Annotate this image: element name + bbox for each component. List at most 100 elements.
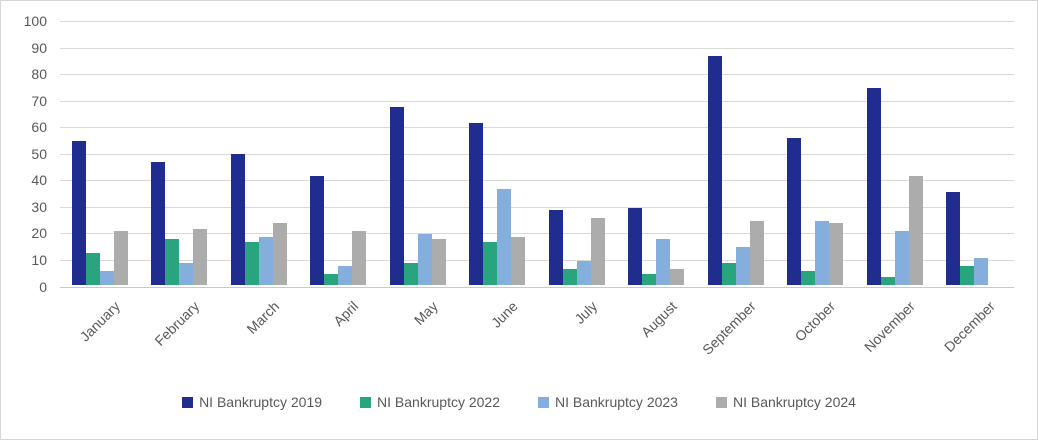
bar: [352, 231, 367, 285]
bar: [431, 239, 446, 285]
bar: [787, 138, 802, 285]
bar-group-january: [71, 141, 128, 285]
bar-group-july: [548, 210, 605, 285]
bar: [165, 239, 180, 285]
gridline: [60, 47, 1014, 49]
bar-group-june: [469, 122, 526, 285]
bar: [71, 141, 86, 285]
x-axis-tick-label: April: [330, 298, 362, 330]
gridline: [60, 180, 1014, 182]
bar: [151, 162, 166, 285]
gridline: [60, 100, 1014, 102]
x-axis-tick-label: June: [487, 298, 521, 331]
bar-group-september: [707, 56, 764, 285]
bar: [707, 56, 722, 285]
y-axis-tick-label: 10: [31, 251, 47, 268]
y-axis-tick-label: 30: [31, 198, 47, 215]
gridline: [60, 206, 1014, 208]
bar: [735, 247, 750, 285]
bar: [85, 252, 100, 285]
legend-item: NI Bankruptcy 2024: [715, 394, 856, 410]
bar: [469, 122, 484, 285]
y-axis-tick-label: 60: [31, 119, 47, 136]
bar-group-april: [310, 175, 367, 285]
y-axis-tick-label: 20: [31, 225, 47, 242]
y-axis-tick-label: 50: [31, 145, 47, 162]
bar: [749, 220, 764, 285]
x-axis-tick-label: October: [792, 298, 839, 345]
bar-group-march: [230, 154, 287, 285]
bar: [908, 175, 923, 285]
gridline: [60, 153, 1014, 155]
legend-label: NI Bankruptcy 2023: [555, 394, 678, 410]
x-axis-tick-label: August: [637, 298, 680, 341]
bar: [656, 239, 671, 285]
legend: NI Bankruptcy 2019 NI Bankruptcy 2022 NI B…: [1, 394, 1037, 410]
bar: [324, 273, 339, 285]
gridline: [60, 127, 1014, 129]
bar: [801, 271, 816, 285]
legend-swatch: [538, 396, 549, 408]
bar-group-october: [787, 138, 844, 285]
bar: [974, 257, 989, 285]
x-axis-tick-label: May: [411, 298, 442, 329]
bar-group-february: [151, 162, 208, 285]
bar: [511, 236, 526, 285]
bar: [866, 88, 881, 285]
bar: [244, 242, 259, 285]
bar: [113, 231, 128, 285]
x-axis-tick-label: February: [151, 298, 203, 349]
gridline: [60, 259, 1014, 261]
legend-swatch: [182, 396, 194, 408]
bar-group-november: [866, 88, 923, 285]
bar: [497, 188, 512, 285]
bar: [562, 268, 577, 285]
bar: [960, 265, 975, 285]
bar: [721, 263, 736, 285]
legend-label: NI Bankruptcy 2024: [732, 394, 856, 410]
y-axis-tick-label: 80: [31, 66, 47, 83]
bar-group-august: [628, 207, 685, 285]
bar: [894, 231, 909, 285]
bar-group-december: [946, 191, 1002, 285]
gridline: [60, 233, 1014, 235]
legend-item: NI Bankruptcy 2019: [182, 394, 322, 410]
bar: [310, 175, 325, 285]
bar: [946, 191, 961, 285]
bar: [590, 218, 605, 285]
x-axis-tick-label: September: [699, 298, 760, 358]
x-axis-tick-label: December: [940, 298, 998, 355]
legend-swatch: [715, 396, 727, 408]
y-axis-tick-label: 70: [31, 92, 47, 109]
gridline: [60, 21, 1014, 22]
y-axis-tick-label: 40: [31, 172, 47, 189]
x-axis-tick-label: November: [861, 298, 919, 355]
y-axis-tick-label: 0: [39, 278, 47, 295]
bar: [815, 220, 830, 285]
bar: [642, 273, 657, 285]
gridline: [60, 74, 1014, 76]
bar: [338, 265, 353, 285]
bar: [483, 242, 498, 285]
bar: [670, 268, 685, 285]
bar: [179, 263, 194, 285]
x-axis-tick-label: July: [571, 298, 601, 327]
bar: [548, 210, 563, 285]
bar: [272, 223, 287, 285]
y-axis-tick-label: 90: [31, 39, 47, 56]
legend-item: NI Bankruptcy 2022: [360, 394, 500, 410]
bar: [628, 207, 643, 285]
legend-label: NI Bankruptcy 2022: [377, 394, 500, 410]
bar-group-may: [389, 106, 446, 285]
bar: [880, 276, 895, 285]
x-axis-tick-label: January: [76, 298, 124, 345]
bar: [99, 271, 114, 285]
x-axis-tick-label: March: [243, 298, 283, 337]
bar: [829, 223, 844, 285]
bar: [193, 228, 208, 285]
x-axis-line: [60, 286, 1014, 288]
bar: [230, 154, 245, 285]
bar: [258, 236, 273, 285]
y-axis-tick-label: 100: [23, 13, 47, 29]
